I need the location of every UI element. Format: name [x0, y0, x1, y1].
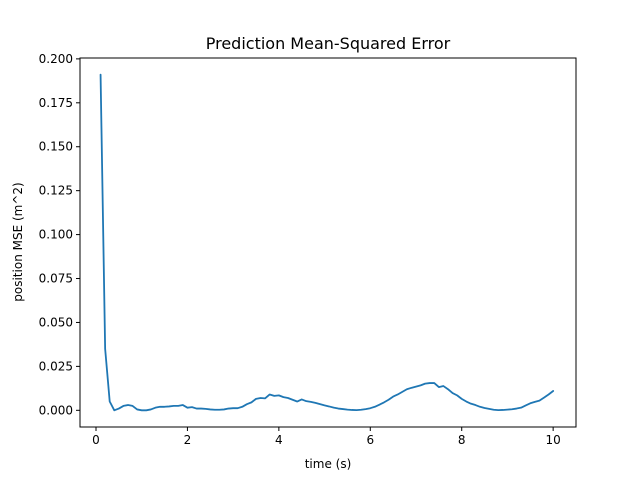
chart-title: Prediction Mean-Squared Error [206, 34, 451, 53]
y-axis-ticks: 0.000 0.025 0.050 0.075 0.100 0.125 0.150 0.175… [39, 52, 80, 417]
y-tick-label: 0.150 [39, 140, 73, 154]
y-tick-label: 0.100 [39, 228, 73, 242]
plot-area: 0 2 4 6 8 10 0.0000.0250.0500.0750.1000.1250.… [39, 52, 577, 447]
x-tick-label: 2 [184, 433, 192, 447]
x-tick-label: 6 [366, 433, 374, 447]
mse-series-line [99, 73, 555, 412]
axes-frame [79, 57, 577, 428]
y-tick-label: 0.175 [39, 96, 73, 110]
x-tick-label: 4 [275, 433, 283, 447]
y-tick-label: 0.000 [39, 403, 73, 417]
y-tick-label: 0.075 [39, 272, 73, 286]
x-axis-ticks: 0 2 4 6 8 10 [92, 427, 561, 447]
y-tick-label: 0.200 [39, 52, 73, 66]
y-tick-label: 0.050 [39, 315, 73, 329]
y-axis-label: position MSE (m^2) [11, 182, 25, 301]
x-tick-label: 8 [458, 433, 466, 447]
x-tick-label: 10 [546, 433, 561, 447]
y-tick-label: 0.025 [39, 359, 73, 373]
series-layer [99, 73, 555, 412]
x-tick-label: 0 [92, 433, 100, 447]
y-tick-label: 0.125 [39, 184, 73, 198]
x-axis-label: time (s) [305, 457, 352, 471]
